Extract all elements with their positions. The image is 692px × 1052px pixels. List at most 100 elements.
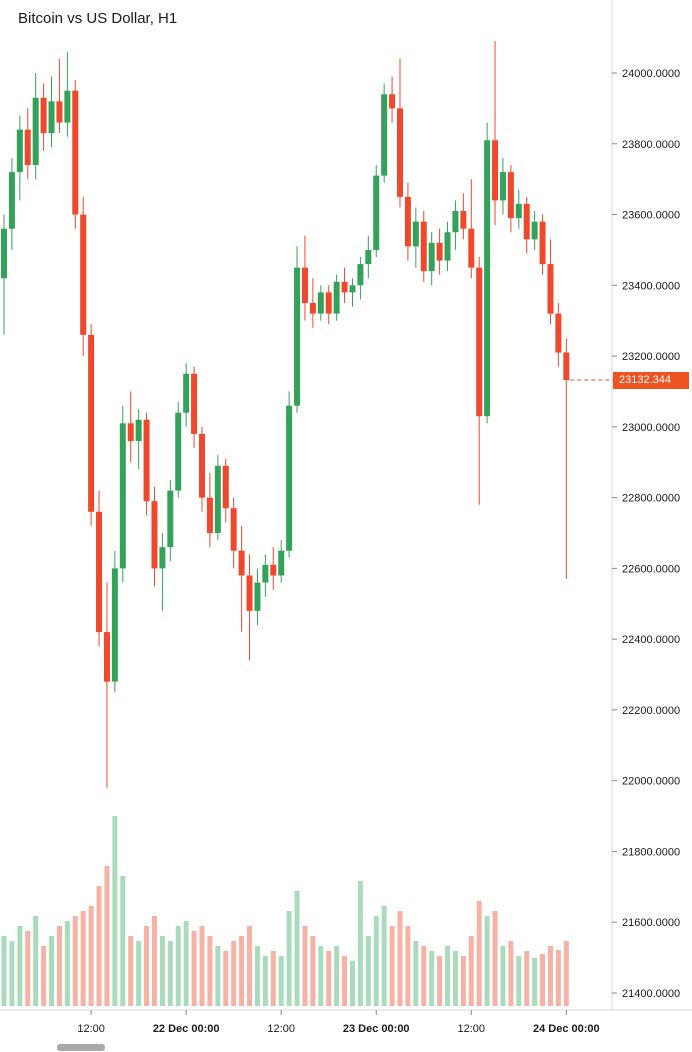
candle-body — [119, 423, 126, 569]
candle-body — [24, 129, 31, 165]
candle-body — [222, 465, 229, 509]
candle-body — [325, 292, 332, 314]
volume-bar — [88, 906, 94, 1006]
volume-bar — [49, 936, 55, 1006]
candle-body — [167, 490, 174, 548]
volume-bar — [175, 926, 181, 1006]
volume-bar — [318, 946, 324, 1006]
candle-body — [341, 281, 348, 293]
candle-body — [183, 373, 190, 413]
volume-bar — [270, 951, 276, 1006]
volume-bar — [33, 916, 39, 1006]
volume-bar — [80, 911, 86, 1006]
volume-bar — [207, 936, 213, 1006]
candle-body — [547, 264, 554, 314]
candle-body — [349, 285, 356, 293]
volume-bar — [365, 936, 371, 1006]
candle-body — [278, 550, 285, 576]
price-axis-label: 21600.0000 — [622, 917, 680, 929]
time-axis-label: 12:00 — [458, 1023, 486, 1035]
price-axis-label: 23600.0000 — [622, 210, 680, 222]
volume-bar — [112, 816, 118, 1006]
candle-body — [135, 419, 142, 441]
volume-bar — [151, 916, 157, 1006]
candle-body — [254, 582, 261, 611]
candle-body — [199, 433, 205, 498]
time-axis-label: 23 Dec 00:00 — [343, 1023, 410, 1035]
time-axis-label: 12:00 — [267, 1023, 295, 1035]
candle-body — [238, 550, 245, 576]
volume-bar — [563, 941, 569, 1006]
volume-bar — [460, 956, 466, 1006]
candle-body — [151, 501, 158, 569]
volume-bar — [492, 911, 498, 1006]
volume-bar — [326, 951, 332, 1006]
volume-bar — [468, 936, 474, 1006]
volume-bar — [484, 916, 490, 1006]
candle-body — [214, 465, 221, 533]
volume-bar — [136, 941, 142, 1006]
candle-body — [230, 508, 237, 551]
candle-body — [539, 221, 546, 265]
volume-bar — [294, 891, 300, 1006]
candle-body — [333, 281, 340, 314]
candle-body — [444, 232, 451, 261]
volume-bar — [429, 951, 435, 1006]
volume-bar — [231, 941, 237, 1006]
candle-body — [191, 373, 198, 434]
volume-bar — [41, 946, 47, 1006]
candle-body — [64, 90, 71, 123]
candle-body — [16, 129, 23, 173]
price-axis-label: 23200.0000 — [622, 351, 680, 363]
volume-bar — [547, 946, 553, 1006]
candle-body — [397, 108, 403, 197]
price-axis-label: 24000.0000 — [622, 68, 680, 80]
volume-bar — [159, 936, 165, 1006]
volume-bar — [302, 926, 308, 1006]
candle-body — [404, 196, 411, 247]
volume-bar — [262, 956, 268, 1006]
volume-bar — [64, 921, 70, 1006]
price-axis-label: 22600.0000 — [622, 563, 680, 575]
volume-bar — [286, 911, 292, 1006]
candle-body — [301, 267, 308, 303]
volume-bar — [421, 946, 427, 1006]
volume-bar — [334, 946, 340, 1006]
candle-body — [103, 632, 110, 682]
volume-bar — [17, 926, 23, 1006]
candle-body — [294, 267, 301, 406]
volume-bar — [532, 958, 538, 1006]
volume-bar — [239, 936, 245, 1006]
volume-bar — [357, 881, 363, 1006]
candle-body — [246, 575, 253, 611]
candle-body — [80, 214, 87, 335]
volume-bar — [349, 961, 355, 1006]
horizontal-scrollbar-thumb[interactable] — [57, 1044, 105, 1051]
candle-body — [515, 203, 522, 219]
candle-body — [389, 94, 396, 109]
candle-body — [286, 405, 293, 551]
candle-body — [492, 140, 499, 201]
price-axis-label: 22400.0000 — [622, 634, 680, 646]
price-axis-label: 23400.0000 — [622, 280, 680, 292]
volume-bar — [167, 941, 173, 1006]
price-axis-label: 21800.0000 — [622, 846, 680, 858]
volume-bar — [452, 951, 458, 1006]
candle-body — [563, 352, 570, 381]
candle-body — [373, 175, 380, 250]
volume-bar — [1, 936, 7, 1006]
candle-body — [365, 249, 372, 265]
volume-bar — [128, 936, 134, 1006]
time-axis-label: 22 Dec 00:00 — [153, 1023, 220, 1035]
candle-body — [1, 228, 7, 279]
volume-bar — [278, 956, 284, 1006]
candle-body — [270, 564, 277, 576]
volume-bar — [191, 931, 197, 1006]
price-axis-label: 21400.0000 — [622, 988, 680, 1000]
candle-body — [507, 172, 514, 219]
volume-bar — [56, 926, 62, 1006]
candle-body — [381, 94, 388, 176]
candle-body — [88, 334, 95, 512]
time-axis-label: 12:00 — [77, 1023, 105, 1035]
